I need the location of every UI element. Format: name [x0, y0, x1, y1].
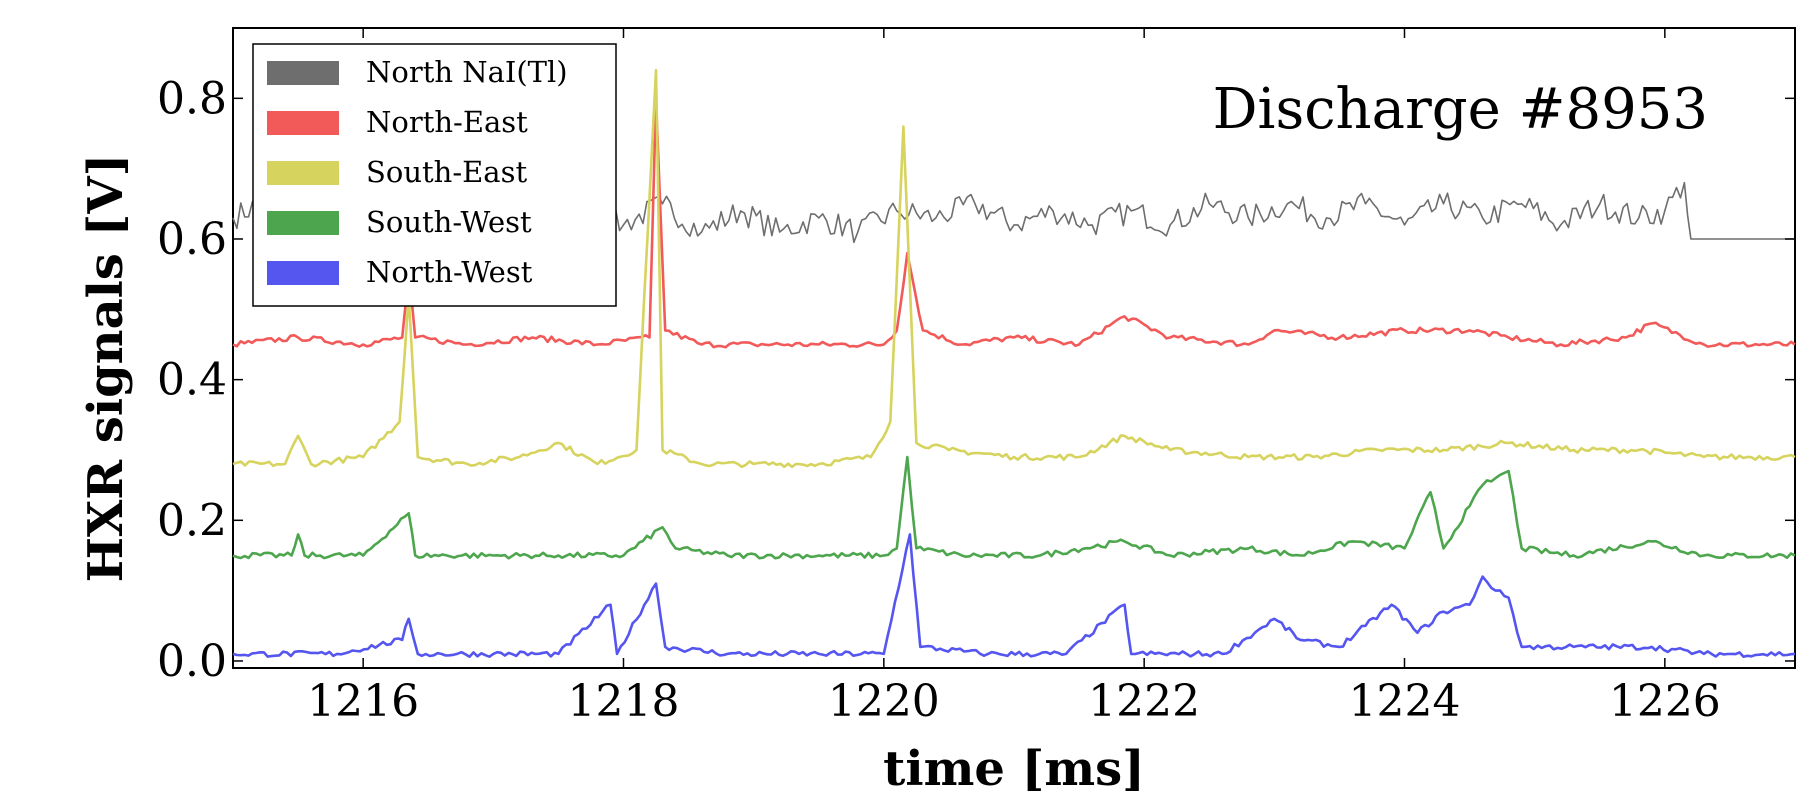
plot-area — [232, 27, 1796, 669]
y-tick-label: 0.4 — [157, 355, 227, 406]
legend-label: South-West — [366, 205, 532, 239]
y-ticks: 0.0 0.2 0.4 0.6 0.8 — [157, 73, 1795, 687]
legend-label: North-East — [366, 105, 528, 139]
legend-label: North NaI(Tl) — [366, 55, 568, 89]
y-tick-label: 0.2 — [157, 495, 227, 546]
series-line-south-west — [232, 455, 1796, 560]
legend: North NaI(Tl) North-East South-East South-W… — [252, 43, 617, 307]
plot-frame — [232, 27, 1796, 669]
legend-swatch — [267, 211, 339, 235]
y-tick-label: 0.0 — [157, 636, 227, 687]
y-tick-label: 0.8 — [157, 73, 227, 124]
x-ticks: 1216 1218 1220 1222 1224 1226 — [307, 28, 1721, 727]
x-tick-label: 1218 — [568, 676, 680, 727]
x-axis-label: time [ms] — [883, 741, 1145, 797]
legend-label: North-West — [366, 255, 533, 289]
series-line-north-east — [232, 97, 1796, 349]
x-tick-label: 1226 — [1609, 676, 1721, 727]
series-line-north-west — [232, 533, 1796, 658]
x-tick-label: 1222 — [1088, 676, 1200, 727]
legend-swatch — [267, 111, 339, 135]
legend-label: South-East — [366, 155, 527, 189]
y-tick-label: 0.6 — [157, 214, 227, 265]
series-line-south-east — [232, 68, 1796, 469]
legend-swatch — [267, 161, 339, 185]
y-axis-label: HXR signals [V] — [78, 154, 134, 583]
discharge-annotation: Discharge #8953 — [1213, 77, 1708, 142]
x-tick-label: 1216 — [307, 676, 419, 727]
legend-swatch — [267, 261, 339, 285]
legend-swatch — [267, 61, 339, 85]
x-tick-label: 1224 — [1349, 676, 1461, 727]
x-tick-label: 1220 — [828, 676, 940, 727]
series-layer — [232, 68, 1796, 658]
